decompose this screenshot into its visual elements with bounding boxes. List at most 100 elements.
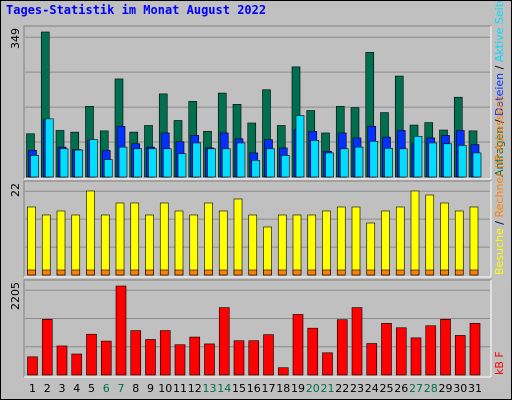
besuche-bar xyxy=(454,210,464,276)
kbytes-bar xyxy=(86,333,97,376)
x-tick-label: 22 xyxy=(335,382,349,395)
besuche-bar xyxy=(469,206,479,276)
rechner-bar xyxy=(27,269,36,276)
x-tick-label: 15 xyxy=(232,382,246,395)
besuche-bar xyxy=(218,210,228,276)
kbytes-bar xyxy=(425,325,437,376)
rechner-bar xyxy=(292,269,302,276)
besuche-bar xyxy=(277,214,287,276)
kbytes-bar xyxy=(204,343,215,376)
rechner-bar xyxy=(174,269,184,276)
kbytes-bar xyxy=(189,336,201,376)
side-label-part: kB F xyxy=(493,351,506,375)
seiten-bar xyxy=(236,142,246,178)
besuche-bar xyxy=(410,190,420,276)
kbytes-bar xyxy=(440,318,451,376)
kbytes-bar xyxy=(248,340,260,376)
besuche-bar xyxy=(86,190,95,276)
besuche-bar xyxy=(115,202,125,276)
kbytes-bar xyxy=(381,323,392,376)
rechner-bar xyxy=(159,269,169,276)
kbytes-bar xyxy=(322,352,333,376)
rechner-bar xyxy=(366,269,376,276)
besuche-bar xyxy=(351,206,361,276)
x-tick-label: 6 xyxy=(103,382,110,395)
kbytes-bar xyxy=(292,314,304,376)
rechner-bar xyxy=(336,269,346,276)
seiten-bar xyxy=(133,148,143,178)
seiten-bar xyxy=(30,155,39,178)
side-label-part: / xyxy=(493,116,506,127)
kbytes-bar xyxy=(130,330,142,376)
x-tick-label: 19 xyxy=(291,382,305,395)
side-label-part: Rechner (IP-Adressen) xyxy=(493,96,506,217)
seiten-bar xyxy=(192,142,202,178)
seiten-bar xyxy=(59,148,69,178)
seiten-bar xyxy=(384,148,393,178)
besuche-bar xyxy=(322,210,331,276)
x-tick-label: 13 xyxy=(203,382,217,395)
rechner-bar xyxy=(307,269,317,276)
x-tick-label: 23 xyxy=(350,382,364,395)
besuche-bar xyxy=(100,214,110,276)
besuche-bar xyxy=(292,214,302,276)
x-tick-label: 25 xyxy=(380,382,394,395)
x-tick-label: 8 xyxy=(132,382,139,395)
seiten-bar xyxy=(339,148,349,178)
side-label-top: Anfragen / Dateien / Aktive Seiten xyxy=(493,1,506,177)
rechner-bar xyxy=(204,269,213,276)
seiten-bar xyxy=(295,115,305,178)
besuche-bar xyxy=(130,202,140,276)
rechner-bar xyxy=(351,269,361,276)
rechner-bar xyxy=(56,269,66,276)
rechner-bar xyxy=(469,269,479,276)
x-tick-label: 28 xyxy=(424,382,438,395)
besuche-bar xyxy=(248,214,258,276)
x-tick-label: 27 xyxy=(409,382,423,395)
besuche-bar xyxy=(336,206,346,276)
besuche-bar xyxy=(307,214,317,276)
kbytes-bar xyxy=(100,340,112,376)
rechner-bar xyxy=(71,269,81,276)
kbytes-bar xyxy=(366,343,378,376)
x-tick-label: 24 xyxy=(365,382,379,395)
besuche-bar xyxy=(189,214,199,276)
x-tick-label: 17 xyxy=(262,382,276,395)
rechner-bar xyxy=(145,269,154,276)
x-tick-label: 4 xyxy=(73,382,80,395)
kbytes-bar xyxy=(336,319,348,376)
side-label-part: / xyxy=(493,62,506,73)
rechner-bar xyxy=(454,269,464,276)
seiten-bar xyxy=(162,148,172,178)
seiten-bar xyxy=(177,153,187,178)
rechner-bar xyxy=(130,269,140,276)
kbytes-bar xyxy=(27,356,38,376)
x-tick-label: 3 xyxy=(59,382,66,395)
seiten-bar xyxy=(221,148,231,178)
x-tick-label: 10 xyxy=(158,382,172,395)
seiten-bar xyxy=(118,146,128,178)
x-tick-label: 12 xyxy=(188,382,202,395)
kbytes-bar xyxy=(277,367,289,376)
besuche-bar xyxy=(27,206,36,276)
besuche-bar xyxy=(366,222,376,276)
rechner-bar xyxy=(248,269,258,276)
besuche-bar xyxy=(440,202,449,276)
seiten-bar xyxy=(103,159,113,178)
rechner-bar xyxy=(410,269,420,276)
x-tick-label: 20 xyxy=(306,382,320,395)
kbytes-bar xyxy=(174,344,186,376)
rechner-bar xyxy=(381,269,390,276)
besuche-bar xyxy=(204,202,213,276)
rechner-bar xyxy=(277,269,287,276)
besuche-bar xyxy=(395,206,405,276)
besuche-bar xyxy=(56,210,66,276)
x-tick-label: 30 xyxy=(453,382,467,395)
besuche-bar xyxy=(145,214,154,276)
y-max-label-middle: 22 xyxy=(9,183,22,197)
side-label-part: / xyxy=(493,217,506,228)
side-label-middle: Besuche / Rechner (IP-Adressen) xyxy=(493,96,506,275)
side-label-part: Aktive Seiten xyxy=(493,1,506,62)
